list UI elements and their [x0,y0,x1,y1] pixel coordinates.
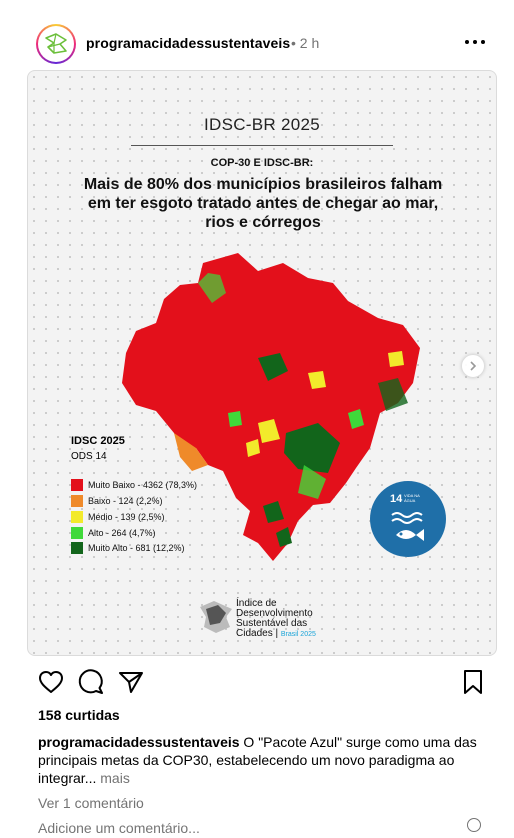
post-image[interactable]: IDSC-BR 2025 COP-30 E IDSC-BR: Mais de 8… [27,70,497,656]
more-options-icon[interactable] [465,34,485,50]
avatar[interactable] [36,24,76,64]
legend-swatch [71,495,83,507]
legend-item: Muito Alto - 681 (12,2%) [71,542,185,554]
legend-subtitle: ODS 14 [71,451,107,462]
share-icon[interactable] [117,668,145,696]
image-headline: Mais de 80% dos municípios brasileiros f… [83,176,443,231]
idsc-logo-icon [200,601,232,633]
brazil-map [122,253,420,561]
image-title: IDSC-BR 2025 [203,115,321,134]
legend-item: Alto - 264 (4,7%) [71,527,156,539]
post-header: programacidadessustentaveis • 2 h [0,22,514,64]
next-slide-button[interactable] [461,354,485,378]
legend-swatch [71,479,83,491]
post-time: • 2 h [291,35,320,51]
caption-text: O "Pacote Azul" surge como uma das princ… [38,734,477,786]
legend-title: IDSC 2025 [71,435,125,447]
sdg-14-badge: 14 VIDA NA ÁGUA [370,481,446,557]
comment-icon[interactable] [77,668,105,696]
heart-icon[interactable] [37,668,65,696]
bookmark-icon[interactable] [459,668,487,696]
caption-username[interactable]: programacidadessustentaveis [38,734,240,750]
likes-count[interactable]: 158 curtidas [38,707,120,723]
legend-swatch [71,542,83,554]
image-kicker: COP-30 E IDSC-BR: [210,157,314,169]
post-caption: programacidadessustentaveis O "Pacote Az… [38,733,488,787]
legend-item: Muito Baixo - 4362 (78,3%) [71,479,197,491]
legend-item: Baixo - 124 (2,2%) [71,495,163,507]
legend-item: Médio - 139 (2,5%) [71,511,165,523]
brand-logo-icon [45,33,67,54]
emoji-icon[interactable] [467,818,481,832]
legend-swatch [71,511,83,523]
post-actions [0,668,514,696]
post-username[interactable]: programacidadessustentaveis [86,35,291,51]
title-divider [131,145,393,146]
view-comments-link[interactable]: Ver 1 comentário [38,795,144,811]
chevron-right-icon [470,361,477,371]
footer-text: Índice de Desenvolvimento Sustentável da… [236,598,316,639]
comment-input[interactable] [38,818,458,838]
caption-more-link[interactable]: mais [100,770,130,786]
legend-swatch [71,527,83,539]
fish-wave-icon [391,512,424,541]
